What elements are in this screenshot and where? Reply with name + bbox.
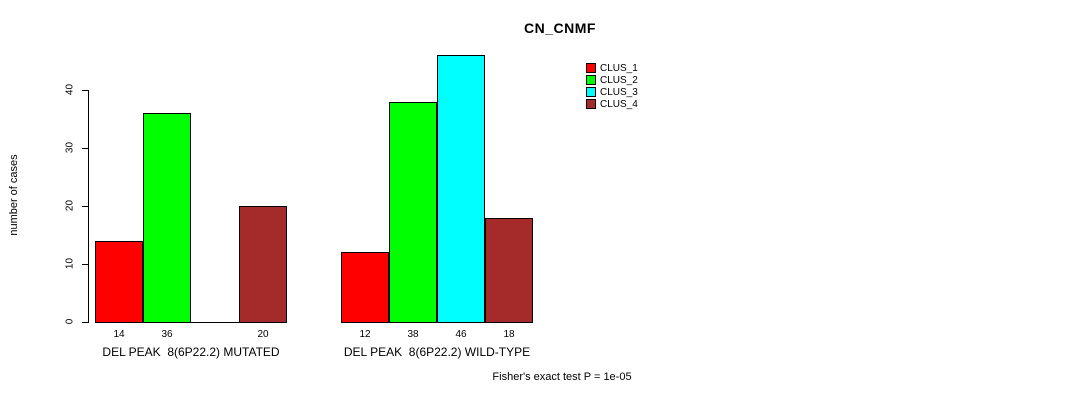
legend-color-swatch bbox=[586, 75, 596, 85]
legend-color-swatch bbox=[586, 63, 596, 73]
bar-value-label: 20 bbox=[257, 329, 269, 340]
legend-item-clus_1: CLUS_1 bbox=[586, 62, 638, 74]
legend-label: CLUS_3 bbox=[600, 86, 638, 98]
bar-clus_2 bbox=[389, 102, 437, 323]
y-axis-tick bbox=[82, 322, 88, 323]
x-axis-baseline bbox=[95, 322, 287, 323]
chart-title: CN_CNMF bbox=[524, 20, 596, 36]
bar-clus_2 bbox=[143, 113, 191, 323]
y-axis-tick-label: 10 bbox=[64, 257, 76, 270]
fisher-test-annotation: Fisher's exact test P = 1e-05 bbox=[492, 371, 632, 383]
legend-item-clus_2: CLUS_2 bbox=[586, 74, 638, 86]
y-axis-tick-label: 0 bbox=[64, 318, 76, 325]
y-axis-tick bbox=[82, 90, 88, 91]
y-axis-tick bbox=[82, 206, 88, 207]
legend-label: CLUS_1 bbox=[600, 62, 638, 74]
y-axis-tick bbox=[82, 264, 88, 265]
group-axis-label: DEL PEAK 8(6P22.2) MUTATED bbox=[102, 345, 280, 359]
bar-value-label: 46 bbox=[455, 329, 467, 340]
legend-color-swatch bbox=[586, 87, 596, 97]
legend-label: CLUS_2 bbox=[600, 74, 638, 86]
legend-item-clus_3: CLUS_3 bbox=[586, 86, 638, 98]
bar-clus_4 bbox=[485, 218, 533, 323]
bar-value-label: 18 bbox=[503, 329, 515, 340]
legend-item-clus_4: CLUS_4 bbox=[586, 98, 638, 110]
y-axis-label: number of cases bbox=[8, 154, 20, 236]
y-axis bbox=[88, 90, 89, 323]
legend-color-swatch bbox=[586, 99, 596, 109]
bar-value-label: 14 bbox=[113, 329, 125, 340]
bar-clus_1 bbox=[95, 241, 143, 323]
y-axis-tick bbox=[82, 148, 88, 149]
bar-value-label: 36 bbox=[161, 329, 173, 340]
bar-clus_4 bbox=[239, 206, 287, 323]
legend-label: CLUS_4 bbox=[600, 98, 638, 110]
bar-clus_1 bbox=[341, 252, 389, 323]
y-axis-tick-label: 30 bbox=[64, 141, 76, 154]
bar-value-label: 12 bbox=[359, 329, 371, 340]
bar-clus_3 bbox=[437, 55, 485, 323]
legend: CLUS_1 CLUS_2 CLUS_3 CLUS_4 bbox=[586, 62, 638, 110]
y-axis-tick-label: 40 bbox=[64, 83, 76, 96]
y-axis-tick-label: 20 bbox=[64, 199, 76, 212]
bar-value-label: 38 bbox=[407, 329, 419, 340]
group-axis-label: DEL PEAK 8(6P22.2) WILD-TYPE bbox=[343, 345, 531, 359]
